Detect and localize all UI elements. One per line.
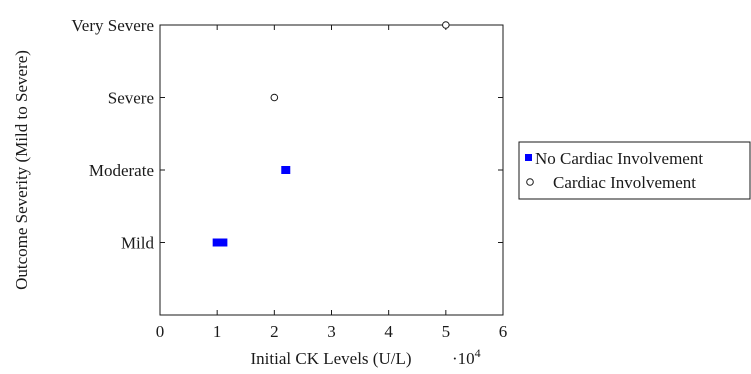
data-point-no-cardiac	[218, 238, 228, 247]
data-point-no-cardiac	[212, 238, 222, 247]
x-axis-multiplier-base: ·10	[452, 349, 475, 368]
y-axis: Mild Moderate Severe Very Severe	[71, 16, 503, 253]
x-tick-label: 4	[384, 322, 393, 341]
x-tick-label: 3	[327, 322, 336, 341]
data-point-cardiac	[442, 21, 450, 29]
y-tick-label: Mild	[121, 234, 155, 253]
legend-box	[518, 141, 751, 200]
y-tick-label: Severe	[108, 89, 154, 108]
y-tick-label: Very Severe	[71, 16, 154, 35]
legend: No Cardiac Involvement Cardiac Involveme…	[518, 141, 751, 200]
legend-marker-no-cardiac	[525, 154, 532, 161]
data-point-cardiac	[270, 93, 279, 102]
y-tick-label: Moderate	[89, 161, 154, 180]
x-tick-label: 5	[442, 322, 451, 341]
plot-area	[212, 21, 450, 247]
legend-label-cardiac: Cardiac Involvement	[553, 173, 696, 192]
y-axis-title: Outcome Severity (Mild to Severe)	[12, 50, 31, 290]
x-axis-title: Initial CK Levels (U/L)	[251, 349, 412, 368]
data-point-no-cardiac	[281, 166, 291, 174]
x-tick-label: 2	[270, 322, 279, 341]
x-axis: 0 1 2 3 4 5 6	[156, 25, 508, 341]
legend-marker-cardiac	[526, 178, 534, 186]
x-tick-label: 1	[213, 322, 222, 341]
plot-frame	[159, 24, 504, 316]
x-tick-label: 6	[499, 322, 508, 341]
x-tick-label: 0	[156, 322, 165, 341]
legend-label-no-cardiac: No Cardiac Involvement	[535, 149, 703, 168]
x-axis-multiplier: ·104	[452, 346, 481, 368]
x-axis-multiplier-exponent: 4	[475, 346, 481, 360]
